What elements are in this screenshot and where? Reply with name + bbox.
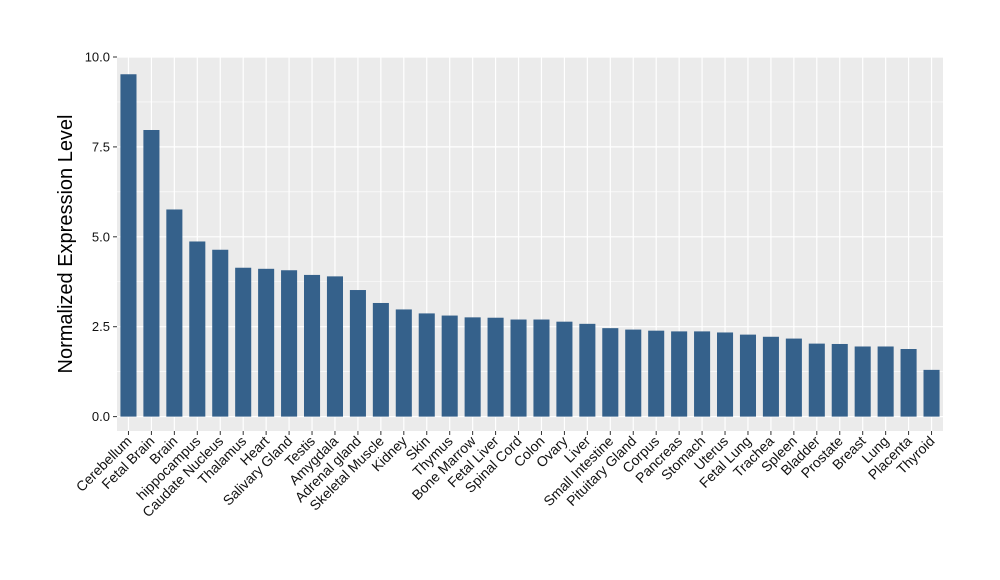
bar-thalamus [235, 267, 252, 417]
bar-brain [166, 209, 183, 417]
y-tick-label: 7.5 [92, 139, 110, 154]
bar-stomach [694, 331, 711, 417]
bar-ovary [556, 321, 573, 417]
bar-kidney [395, 309, 412, 417]
bar-spleen [785, 338, 802, 417]
bar-caudate-nucleus [212, 249, 229, 417]
bar-pituitary-gland [625, 329, 642, 417]
bar-testis [304, 274, 321, 417]
y-tick-label: 2.5 [92, 319, 110, 334]
y-tick-label: 0.0 [92, 409, 110, 424]
bar-trachea [762, 336, 779, 417]
bar-liver [579, 323, 596, 417]
bar-salivary-gland [281, 270, 298, 417]
bar-pancreas [671, 331, 688, 417]
bar-cerebellum [120, 74, 137, 417]
bar-hippocampus [189, 241, 206, 417]
y-tick-label: 5.0 [92, 229, 110, 244]
bar-breast [854, 346, 871, 417]
bar-lung [877, 346, 894, 417]
bar-bladder [808, 343, 825, 417]
bars [120, 74, 940, 417]
bar-fetal-lung [739, 334, 756, 417]
y-axis-title: Normalized Expression Level [55, 114, 77, 373]
bar-skin [418, 313, 435, 417]
bar-skeletal-muscle [372, 302, 389, 417]
bar-colon [533, 319, 550, 417]
bar-corpus [648, 330, 665, 417]
bar-adrenal-gland [349, 290, 366, 417]
bar-prostate [831, 343, 848, 417]
bar-uterus [717, 332, 734, 417]
bar-bone-marrow [464, 317, 481, 417]
bar-fetal-liver [487, 317, 504, 417]
bar-thyroid [923, 369, 940, 417]
bar-placenta [900, 349, 917, 417]
y-tick-label: 10.0 [85, 50, 110, 65]
bar-fetal-brain [143, 130, 160, 417]
y-axis-ticks: 0.0 2.5 5.0 7.5 10.0 [85, 50, 117, 424]
bar-small-intestine [602, 328, 619, 417]
plot-panel [117, 57, 943, 431]
bar-amygdala [326, 276, 343, 417]
bar-spinal-cord [510, 319, 527, 417]
bar-thymus [441, 315, 458, 417]
bar-heart [258, 268, 275, 417]
